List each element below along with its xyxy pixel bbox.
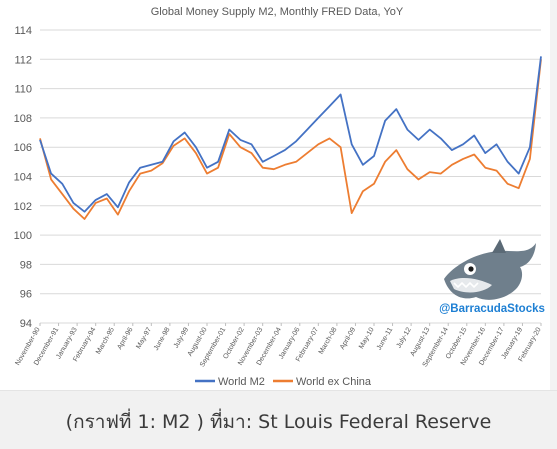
legend-label-world-ex-china: World ex China: [296, 376, 372, 388]
chart-background: [0, 0, 557, 390]
right-edge-strip: [550, 0, 557, 390]
series-line-world-ex-china: [39, 59, 542, 220]
chart-title: Global Money Supply M2, Monthly FRED Dat…: [151, 6, 404, 18]
y-tick-label: 96: [20, 289, 32, 301]
y-tick-label: 112: [14, 54, 32, 66]
y-tick-label: 104: [14, 172, 32, 184]
line-chart: Global Money Supply M2, Monthly FRED Dat…: [0, 0, 557, 390]
y-tick-label: 98: [20, 259, 32, 271]
y-tick-label: 108: [14, 113, 32, 125]
y-tick-label: 110: [14, 84, 32, 96]
y-tick-label: 114: [14, 25, 32, 37]
figure-caption: (กราฟที่ 1: M2 ) ที่มา: St Louis Federal…: [65, 411, 492, 433]
legend: World M2 World ex China: [195, 376, 372, 388]
watermark-text: @BarracudaStocks: [439, 303, 545, 315]
series-line-world-m2: [39, 56, 542, 213]
y-tick-label: 102: [14, 201, 32, 213]
y-tick-label: 100: [14, 230, 32, 242]
caption-bar: [0, 390, 557, 449]
y-axis: 94 96 98 100 102 104 106 108 110 112 114: [14, 25, 32, 330]
y-tick-label: 106: [14, 142, 32, 154]
series-lines: [39, 56, 542, 220]
y-tick-label: 94: [20, 318, 32, 330]
legend-label-world-m2: World M2: [218, 376, 265, 388]
barracuda-logo-icon: [444, 239, 536, 300]
grid: [40, 29, 541, 324]
